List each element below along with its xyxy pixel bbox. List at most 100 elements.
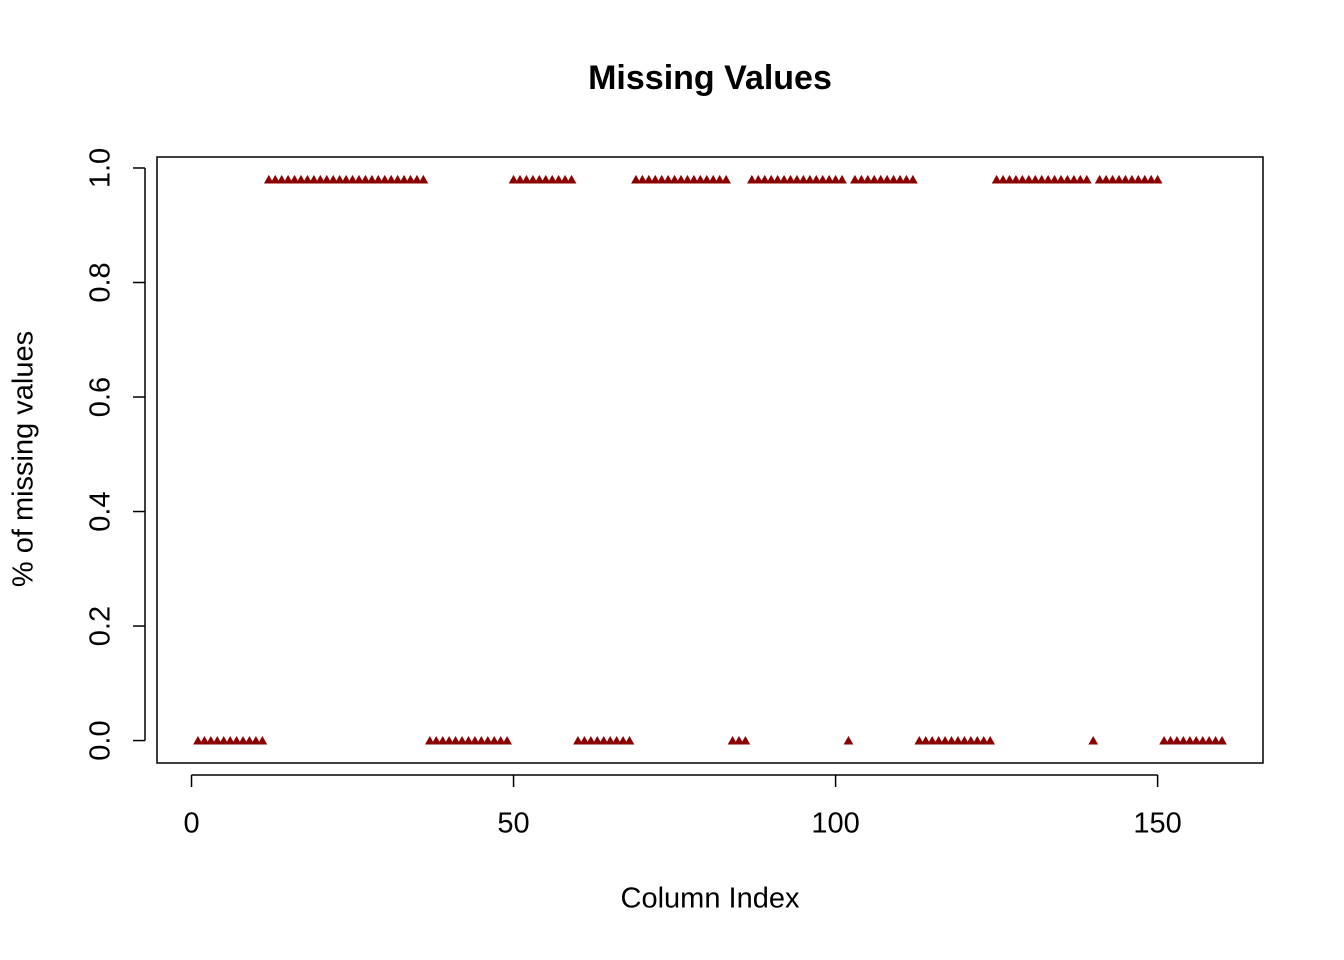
point <box>315 174 326 184</box>
point <box>528 174 538 184</box>
x-tick-label: 150 <box>1133 808 1181 840</box>
point <box>540 174 551 184</box>
y-tick-label: 0.4 <box>85 491 117 531</box>
point <box>798 174 809 184</box>
point <box>869 174 880 184</box>
point <box>405 174 416 184</box>
point <box>1152 174 1163 184</box>
point <box>824 174 835 184</box>
point <box>708 174 719 184</box>
point <box>1088 736 1099 745</box>
point <box>463 736 474 745</box>
point <box>933 736 944 745</box>
point <box>631 174 641 184</box>
point <box>830 174 841 184</box>
point <box>1049 174 1060 184</box>
point <box>920 736 931 745</box>
point <box>856 174 867 184</box>
point <box>205 736 216 745</box>
point <box>753 174 764 184</box>
point <box>1217 736 1227 745</box>
point <box>862 174 873 184</box>
point <box>283 174 293 184</box>
point <box>682 174 693 184</box>
point <box>276 174 287 184</box>
point <box>1075 174 1086 184</box>
point <box>495 736 506 745</box>
point <box>199 736 210 745</box>
point <box>766 174 777 184</box>
point <box>521 174 532 184</box>
point <box>373 174 384 184</box>
point <box>1127 174 1137 184</box>
plot-box <box>156 156 1264 764</box>
chart-title: Missing Values <box>588 59 832 97</box>
point <box>354 174 364 184</box>
point <box>579 736 590 745</box>
point <box>1120 174 1131 184</box>
x-tick-label: 100 <box>811 808 859 840</box>
x-tick-label: 50 <box>497 808 529 840</box>
point <box>663 174 673 184</box>
point <box>1004 174 1015 184</box>
point <box>895 174 905 184</box>
point <box>901 174 912 184</box>
point <box>1146 174 1157 184</box>
point <box>837 174 847 184</box>
point <box>985 736 996 745</box>
point <box>734 736 744 745</box>
point <box>457 736 467 745</box>
point <box>1210 736 1221 745</box>
point <box>1030 174 1041 184</box>
point <box>1017 174 1028 184</box>
point <box>1197 736 1208 745</box>
point <box>392 174 403 184</box>
point <box>772 174 783 184</box>
point <box>959 736 970 745</box>
point <box>611 736 622 745</box>
point <box>1056 174 1066 184</box>
point <box>1191 736 1202 745</box>
x-tick-label: 0 <box>183 808 199 840</box>
point <box>888 174 899 184</box>
point <box>740 736 751 745</box>
point <box>927 736 938 745</box>
point <box>1043 174 1054 184</box>
point <box>225 736 236 745</box>
point <box>953 736 963 745</box>
point <box>367 174 377 184</box>
y-tick-label: 1.0 <box>85 148 117 188</box>
point <box>1081 174 1092 184</box>
point <box>618 736 628 745</box>
point <box>1094 174 1105 184</box>
point <box>1159 736 1169 745</box>
point <box>850 174 860 184</box>
point <box>1114 174 1124 184</box>
point <box>231 736 242 745</box>
point <box>1107 174 1118 184</box>
point <box>714 174 725 184</box>
point <box>689 174 699 184</box>
point <box>914 736 925 745</box>
point <box>1069 174 1079 184</box>
point <box>965 736 976 745</box>
point <box>972 736 983 745</box>
point <box>321 174 332 184</box>
point <box>882 174 892 184</box>
point <box>386 174 397 184</box>
point <box>978 736 989 745</box>
x-axis-label: Column Index <box>621 883 800 915</box>
point <box>399 174 409 184</box>
y-tick-label: 0.6 <box>85 377 117 417</box>
point <box>643 174 654 184</box>
point <box>592 736 603 745</box>
point <box>940 736 950 745</box>
point <box>650 174 661 184</box>
point <box>991 174 1002 184</box>
point <box>309 174 319 184</box>
point <box>450 736 461 745</box>
point <box>701 174 712 184</box>
point <box>289 174 300 184</box>
point <box>585 736 596 745</box>
